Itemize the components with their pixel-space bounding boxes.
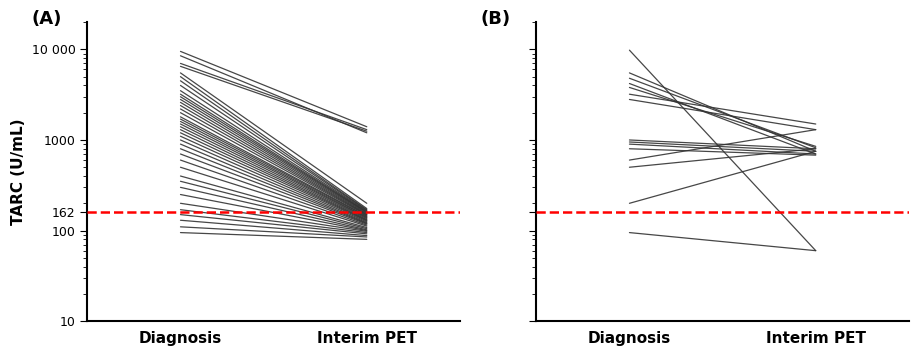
- Text: (B): (B): [480, 10, 510, 28]
- Text: (A): (A): [31, 10, 62, 28]
- Y-axis label: TARC (U/mL): TARC (U/mL): [11, 119, 26, 225]
